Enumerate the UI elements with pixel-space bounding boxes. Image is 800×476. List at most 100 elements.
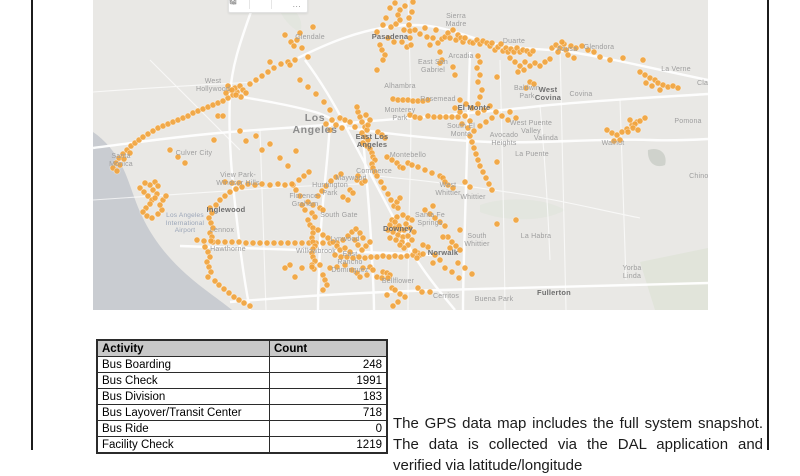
count-cell: 0	[269, 420, 388, 437]
gps-data-point	[492, 108, 500, 116]
gps-data-point	[378, 274, 386, 282]
gps-data-point	[341, 261, 349, 269]
gps-data-point	[413, 254, 421, 262]
more-options-icon[interactable]: …	[292, 0, 302, 9]
gps-data-point	[619, 54, 627, 62]
gps-data-point	[309, 23, 317, 31]
gps-data-point	[377, 178, 385, 186]
gps-data-point	[352, 225, 360, 233]
gps-data-point	[493, 158, 501, 166]
gps-data-point	[258, 72, 266, 80]
gps-data-point	[461, 112, 469, 120]
gps-data-point	[554, 48, 562, 56]
filter-icon[interactable]	[230, 0, 286, 9]
gps-data-point	[339, 193, 347, 201]
gps-data-point	[400, 226, 408, 234]
gps-data-point	[405, 14, 413, 22]
page-border-left	[31, 0, 33, 450]
table-row: Bus Division 183	[96, 388, 388, 405]
gps-data-point	[458, 120, 466, 128]
gps-data-point	[324, 234, 332, 242]
gps-data-point	[461, 264, 469, 272]
gps-data-point	[364, 136, 372, 144]
toolbar-separator	[249, 0, 251, 9]
gps-data-point	[266, 58, 274, 66]
gps-data-point	[414, 163, 422, 171]
gps-data-point	[291, 56, 299, 64]
gps-data-point	[396, 194, 404, 202]
gps-data-point	[431, 251, 439, 259]
gps-data-point	[470, 144, 478, 152]
gps-data-point	[426, 210, 434, 218]
activity-cell: Bus Ride	[96, 420, 270, 437]
gps-data-point	[252, 76, 260, 84]
gps-data-point	[441, 264, 449, 272]
gps-data-point	[366, 238, 374, 246]
gps-data-point	[531, 59, 539, 67]
gps-data-point	[219, 97, 227, 105]
gps-data-point	[333, 263, 341, 271]
toolbar-separator	[270, 0, 272, 9]
gps-data-point	[351, 123, 359, 131]
gps-data-point	[407, 41, 415, 49]
gps-data-point	[207, 268, 215, 276]
gps-data-point	[416, 114, 424, 122]
visual-hover-toolbar[interactable]: …	[228, 0, 308, 13]
gps-data-point	[353, 103, 361, 111]
gps-data-point	[228, 179, 236, 187]
activity-cell: Bus Check	[96, 372, 270, 389]
gps-data-point	[396, 241, 404, 249]
table-row: Bus Layover/Transit Center 718	[96, 404, 388, 421]
gps-data-point	[314, 192, 322, 200]
gps-data-point	[242, 239, 250, 247]
gps-data-point	[358, 246, 366, 254]
gps-data-point	[456, 246, 464, 254]
gps-data-point	[521, 58, 529, 66]
gps-data-point	[449, 26, 457, 34]
gps-data-point	[373, 253, 381, 261]
gps-data-point	[284, 162, 292, 170]
gps-data-point	[344, 232, 352, 240]
gps-data-point	[408, 236, 416, 244]
gps-data-point	[603, 126, 611, 134]
gps-data-point	[341, 244, 349, 252]
gps-data-point	[290, 42, 298, 50]
gps-data-point	[392, 20, 400, 28]
gps-data-point	[298, 201, 306, 209]
gps-data-point	[326, 126, 334, 134]
gps-data-point	[399, 164, 407, 172]
gps-data-point	[379, 252, 387, 260]
gps-data-point	[251, 181, 259, 189]
gps-data-map[interactable]: Glendale Pasadena Sierra Madre Duarte Azusa G…	[93, 0, 708, 310]
gps-data-point	[429, 34, 437, 42]
gps-data-point	[305, 168, 313, 176]
gps-data-point	[319, 206, 327, 214]
gps-data-point	[401, 2, 409, 10]
page-border-right	[767, 0, 769, 450]
gps-data-point	[318, 187, 326, 195]
gps-data-point	[406, 224, 414, 232]
gps-data-point	[468, 270, 476, 278]
gps-data-point	[373, 172, 381, 180]
pin-icon[interactable]	[229, 0, 265, 9]
gps-data-point	[389, 302, 397, 310]
gps-data-point	[209, 224, 217, 232]
gps-data-point	[349, 189, 357, 197]
gps-data-point	[240, 299, 248, 307]
gps-data-point	[309, 201, 317, 209]
gps-data-point	[220, 285, 228, 293]
gps-data-point	[404, 232, 412, 240]
gps-data-point	[578, 42, 586, 50]
gps-data-point	[472, 150, 480, 158]
gps-data-point	[488, 186, 496, 194]
gps-data-point	[530, 80, 538, 88]
gps-data-point	[398, 38, 406, 46]
gps-data-point	[346, 118, 354, 126]
gps-data-point	[281, 31, 289, 39]
gps-data-point	[219, 112, 227, 120]
gps-data-point	[337, 170, 345, 178]
gps-data-point	[482, 118, 490, 126]
gps-data-point	[485, 180, 493, 188]
gps-data-point	[436, 59, 444, 67]
gps-data-point	[451, 71, 459, 79]
